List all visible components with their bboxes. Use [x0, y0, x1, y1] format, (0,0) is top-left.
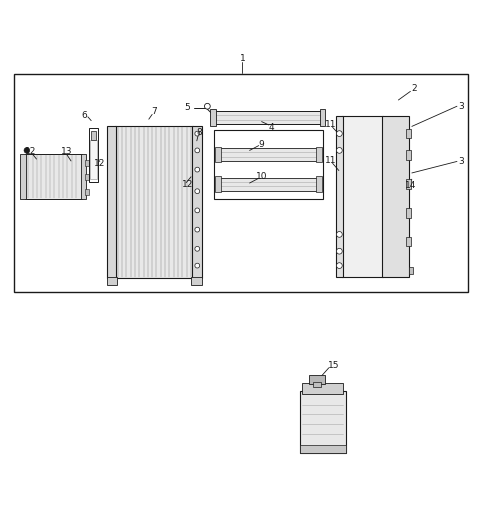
Bar	[406, 129, 411, 138]
Bar	[406, 208, 411, 218]
Text: 9: 9	[259, 140, 264, 148]
Circle shape	[336, 131, 342, 137]
Bar	[91, 131, 96, 140]
Circle shape	[195, 189, 200, 194]
Circle shape	[195, 246, 200, 251]
Circle shape	[195, 167, 200, 172]
Text: 12: 12	[24, 147, 36, 156]
Bar	[210, 109, 216, 126]
Bar	[313, 382, 321, 387]
Bar	[218, 148, 318, 161]
Bar	[107, 126, 116, 278]
Bar	[20, 154, 26, 199]
Text: 15: 15	[328, 361, 339, 370]
Bar	[409, 267, 413, 274]
Bar	[107, 277, 117, 285]
Circle shape	[336, 231, 342, 237]
Circle shape	[195, 263, 200, 268]
Text: 14: 14	[405, 181, 416, 190]
Bar	[406, 151, 411, 160]
Circle shape	[336, 248, 342, 254]
Bar	[85, 175, 89, 180]
Circle shape	[204, 103, 210, 109]
Circle shape	[336, 263, 342, 268]
Bar	[115, 126, 193, 278]
Text: 11: 11	[325, 157, 337, 165]
Bar	[218, 178, 318, 190]
Text: 7: 7	[152, 108, 157, 117]
Bar	[302, 383, 343, 394]
Bar	[300, 445, 346, 453]
Bar	[14, 74, 468, 292]
Bar	[25, 154, 82, 199]
Circle shape	[195, 227, 200, 232]
Bar	[309, 375, 325, 383]
Bar	[316, 176, 322, 192]
Text: 12: 12	[181, 180, 193, 189]
Bar	[85, 160, 89, 166]
Bar	[300, 391, 346, 453]
Bar	[215, 176, 221, 192]
Circle shape	[336, 147, 342, 153]
Text: 10: 10	[256, 173, 267, 181]
Bar	[192, 126, 202, 278]
Text: 5: 5	[184, 103, 190, 112]
Circle shape	[195, 148, 200, 153]
Bar	[316, 146, 322, 162]
Text: 11: 11	[325, 120, 337, 130]
Bar	[214, 111, 322, 124]
Bar	[336, 116, 343, 276]
Bar	[320, 109, 325, 126]
Circle shape	[24, 147, 30, 153]
Bar	[214, 130, 323, 199]
Text: 3: 3	[458, 102, 464, 111]
Bar	[406, 237, 411, 246]
Bar	[81, 154, 86, 199]
Bar	[382, 116, 409, 276]
Bar	[215, 146, 221, 162]
Text: 1: 1	[240, 54, 245, 63]
Bar	[90, 140, 97, 179]
Bar	[85, 189, 89, 195]
Bar	[191, 277, 202, 285]
Bar	[406, 179, 411, 189]
Bar	[342, 116, 383, 276]
Text: 3: 3	[458, 157, 464, 166]
Text: 8: 8	[196, 127, 202, 137]
Text: 12: 12	[94, 159, 106, 168]
Circle shape	[195, 208, 200, 213]
Text: 2: 2	[411, 84, 417, 94]
Text: 4: 4	[268, 123, 274, 132]
Text: 13: 13	[60, 147, 72, 156]
Text: 6: 6	[81, 111, 87, 120]
Bar	[89, 128, 98, 182]
Circle shape	[195, 131, 200, 136]
